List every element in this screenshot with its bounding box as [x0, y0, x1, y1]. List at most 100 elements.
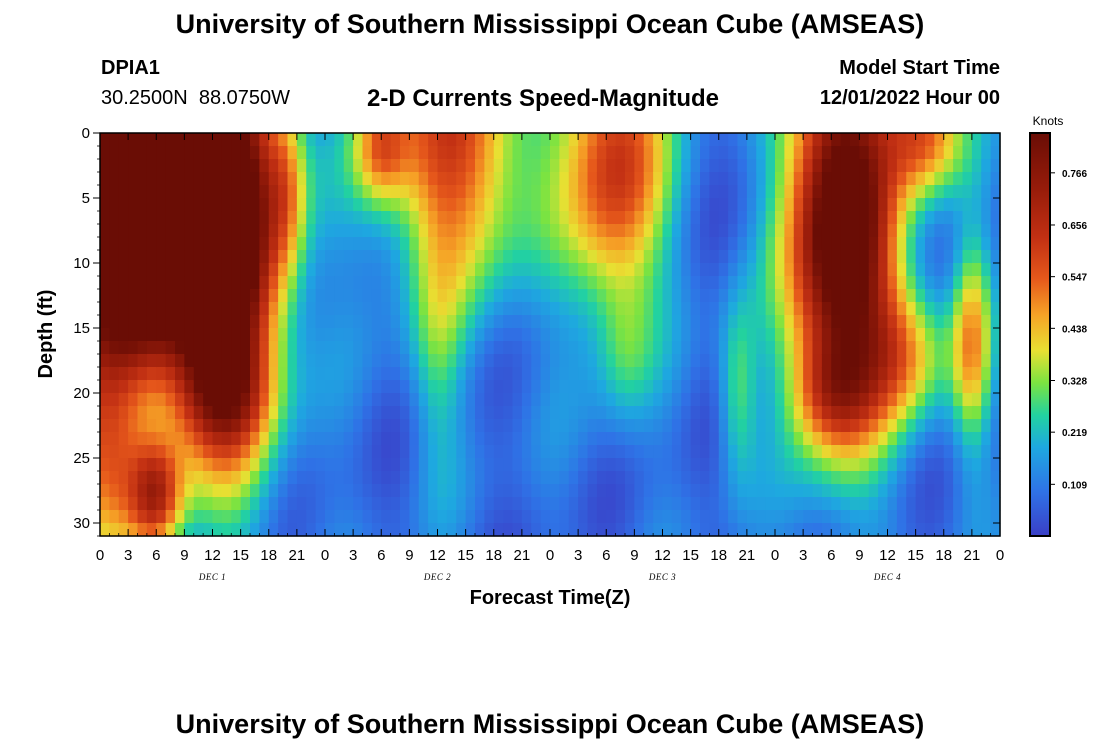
- heatmap-cell: [362, 302, 373, 316]
- heatmap-cell: [306, 224, 317, 238]
- heatmap-cell: [746, 341, 757, 355]
- heatmap-cell: [353, 159, 364, 173]
- heatmap-cell: [540, 185, 551, 199]
- heatmap-cell: [381, 341, 392, 355]
- heatmap-cell: [746, 250, 757, 264]
- heatmap-cell: [737, 198, 748, 212]
- heatmap-cell: [521, 328, 532, 342]
- heatmap-cell: [868, 328, 879, 342]
- heatmap-cell: [803, 289, 814, 303]
- heatmap-cell: [925, 224, 935, 238]
- heatmap-cell: [146, 367, 157, 381]
- heatmap-cell: [550, 341, 560, 355]
- heatmap-cell: [128, 276, 139, 290]
- heatmap-cell: [240, 341, 251, 355]
- heatmap-cell: [193, 250, 204, 264]
- heatmap-cell: [653, 510, 664, 524]
- heatmap-cell: [100, 406, 110, 420]
- heatmap-cell: [446, 146, 457, 160]
- heatmap-cell: [850, 185, 860, 199]
- heatmap-cell: [268, 224, 279, 238]
- heatmap-cell: [662, 146, 673, 160]
- heatmap-cell: [578, 393, 589, 407]
- heatmap-cell: [840, 198, 851, 212]
- heatmap-cell: [371, 497, 382, 511]
- heatmap-cell: [793, 289, 804, 303]
- heatmap-cell: [146, 497, 157, 511]
- heatmap-cell: [296, 484, 307, 498]
- heatmap-cell: [100, 510, 110, 524]
- heatmap-cell: [915, 185, 926, 199]
- heatmap-cell: [259, 484, 270, 498]
- heatmap-cell: [512, 237, 523, 251]
- heatmap-cell: [550, 445, 560, 459]
- heatmap-cell: [203, 250, 214, 264]
- heatmap-cell: [587, 224, 598, 238]
- heatmap-cell: [700, 250, 710, 264]
- heatmap-cell: [728, 263, 739, 277]
- heatmap-cell: [606, 211, 617, 225]
- heatmap-cell: [250, 380, 260, 394]
- heatmap-cell: [175, 133, 185, 147]
- colorbar-tick-label: 0.438: [1062, 324, 1087, 335]
- heatmap-cell: [634, 302, 645, 316]
- heatmap-cell: [315, 445, 326, 459]
- heatmap-cell: [446, 523, 457, 537]
- heatmap-cell: [709, 523, 720, 537]
- heatmap-cell: [287, 172, 298, 186]
- heatmap-cell: [531, 224, 542, 238]
- heatmap-cell: [831, 172, 842, 186]
- x-tick-label: 3: [799, 547, 807, 564]
- heatmap-cell: [146, 211, 157, 225]
- heatmap-cell: [446, 471, 457, 485]
- heatmap-cell: [446, 419, 457, 433]
- heatmap-cell: [362, 185, 373, 199]
- heatmap-cell: [118, 393, 129, 407]
- heatmap-cell: [746, 523, 757, 537]
- heatmap-cell: [193, 328, 204, 342]
- heatmap-cell: [578, 484, 589, 498]
- heatmap-cell: [765, 146, 776, 160]
- heatmap-cell: [653, 224, 664, 238]
- heatmap-cell: [390, 497, 401, 511]
- heatmap-cell: [690, 224, 701, 238]
- heatmap-cell: [240, 393, 251, 407]
- heatmap-cell: [887, 497, 898, 511]
- heatmap-cell: [250, 341, 260, 355]
- heatmap-cell: [306, 289, 317, 303]
- heatmap-cell: [831, 185, 842, 199]
- heatmap-cell: [343, 211, 354, 225]
- heatmap-cell: [887, 133, 898, 147]
- heatmap-cell: [203, 380, 214, 394]
- heatmap-cell: [287, 237, 298, 251]
- heatmap-cell: [775, 185, 785, 199]
- heatmap-cell: [793, 484, 804, 498]
- heatmap-cell: [700, 406, 710, 420]
- heatmap-cell: [596, 497, 607, 511]
- heatmap-cell: [371, 471, 382, 485]
- heatmap-cell: [625, 172, 635, 186]
- heatmap-cell: [362, 289, 373, 303]
- heatmap-cell: [803, 393, 814, 407]
- heatmap-cell: [128, 393, 139, 407]
- heatmap-cell: [906, 354, 917, 368]
- heatmap-cell: [353, 471, 364, 485]
- heatmap-cell: [746, 198, 757, 212]
- heatmap-cell: [625, 419, 635, 433]
- heatmap-cell: [700, 523, 710, 537]
- heatmap-cell: [137, 419, 148, 433]
- heatmap-cell: [953, 172, 964, 186]
- heatmap-cell: [925, 367, 935, 381]
- heatmap-cell: [887, 224, 898, 238]
- heatmap-cell: [221, 367, 232, 381]
- heatmap-cell: [100, 458, 110, 472]
- heatmap-cell: [446, 432, 457, 446]
- heatmap-cell: [718, 341, 729, 355]
- heatmap-cell: [765, 406, 776, 420]
- heatmap-cell: [109, 185, 120, 199]
- heatmap-cell: [915, 172, 926, 186]
- heatmap-cell: [231, 302, 242, 316]
- heatmap-cell: [906, 198, 917, 212]
- heatmap-cell: [784, 302, 795, 316]
- heatmap-cell: [118, 497, 129, 511]
